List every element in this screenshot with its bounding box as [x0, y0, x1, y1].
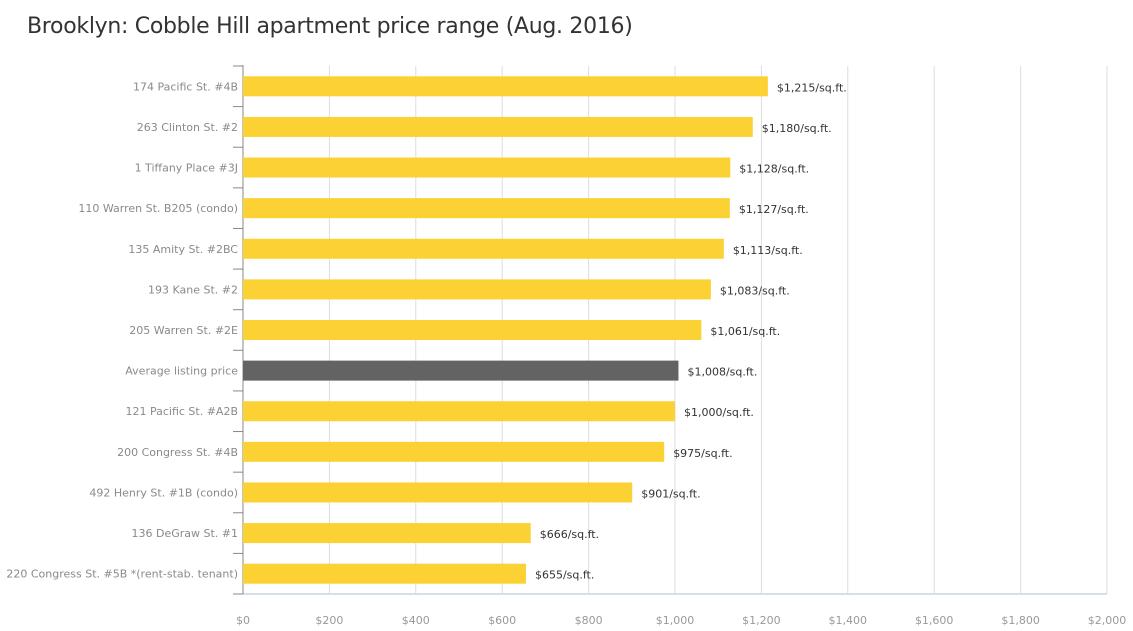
- bar: [243, 76, 768, 97]
- category-label: 492 Henry St. #1B (condo): [89, 486, 238, 499]
- x-tick-label: $1,000: [656, 614, 695, 627]
- category-label: 121 Pacific St. #A2B: [125, 405, 238, 418]
- category-label: Average listing price: [125, 365, 238, 378]
- data-label: $1,127/sq.ft.: [739, 203, 809, 216]
- data-label: $901/sq.ft.: [641, 487, 700, 500]
- bar: [243, 360, 679, 381]
- category-label: 1 Tiffany Place #3J: [135, 162, 238, 175]
- data-label: $666/sq.ft.: [540, 528, 599, 541]
- bar: [243, 238, 724, 259]
- x-tick-label: $800: [575, 614, 603, 627]
- x-tick-label: $1,400: [829, 614, 868, 627]
- bar: [243, 116, 753, 137]
- data-label: $1,083/sq.ft.: [720, 284, 790, 297]
- bar: [243, 401, 675, 422]
- chart-title: Brooklyn: Cobble Hill apartment price ra…: [27, 14, 633, 39]
- bar: [243, 523, 531, 544]
- data-label: $655/sq.ft.: [535, 569, 594, 582]
- data-label: $1,000/sq.ft.: [684, 406, 754, 419]
- bar: [243, 482, 633, 503]
- data-label: $975/sq.ft.: [673, 447, 732, 460]
- x-tick-label: $1,600: [915, 614, 954, 627]
- category-label: 220 Congress St. #5B *(rent-stab. tenant…: [6, 568, 238, 581]
- x-tick-label: $1,800: [1001, 614, 1040, 627]
- category-label: 135 Amity St. #2BC: [128, 243, 238, 256]
- bar: [243, 563, 526, 584]
- data-label: $1,113/sq.ft.: [733, 244, 803, 257]
- x-tick-label: $2,000: [1088, 614, 1127, 627]
- category-label: 136 DeGraw St. #1: [131, 527, 238, 540]
- category-label: 205 Warren St. #2E: [129, 324, 238, 337]
- bar: [243, 157, 731, 178]
- category-label: 193 Kane St. #2: [148, 283, 238, 296]
- data-label: $1,128/sq.ft.: [739, 163, 809, 176]
- x-tick-label: $400: [402, 614, 430, 627]
- bar: [243, 279, 711, 300]
- data-label: $1,215/sq.ft.: [777, 81, 847, 94]
- x-tick-label: $200: [315, 614, 343, 627]
- data-label: $1,180/sq.ft.: [762, 122, 832, 135]
- data-label: $1,008/sq.ft.: [687, 366, 757, 379]
- bar: [243, 198, 730, 219]
- bar: [243, 320, 702, 340]
- x-tick-label: $600: [488, 614, 516, 627]
- bar: [243, 441, 665, 462]
- category-label: 110 Warren St. B205 (condo): [78, 202, 238, 215]
- category-label: 263 Clinton St. #2: [137, 121, 238, 134]
- x-tick-label: $0: [236, 614, 250, 627]
- x-tick-label: $1,200: [742, 614, 781, 627]
- category-label: 200 Congress St. #4B: [117, 446, 238, 459]
- category-label: 174 Pacific St. #4B: [133, 80, 238, 93]
- data-label: $1,061/sq.ft.: [710, 325, 780, 338]
